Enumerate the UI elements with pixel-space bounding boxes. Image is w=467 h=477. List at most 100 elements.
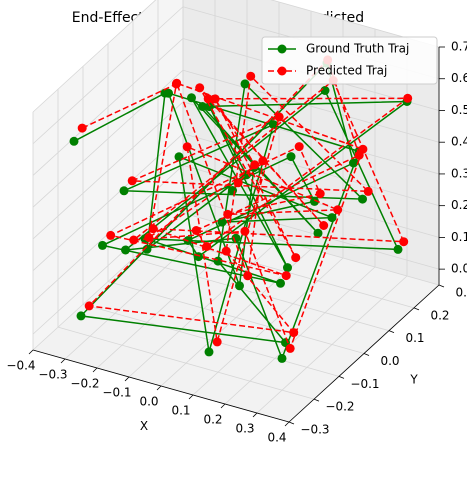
data-point: [217, 217, 227, 227]
y-tick-mark: [438, 284, 445, 288]
x-tick-label: −0.4: [6, 359, 35, 373]
data-point: [203, 94, 213, 104]
data-point: [187, 93, 196, 103]
data-point: [399, 237, 409, 247]
x-tick-mark: [124, 376, 130, 382]
z-tick-label: 0.7: [451, 40, 467, 54]
data-point: [358, 194, 367, 204]
data-series: [69, 55, 413, 363]
x-tick-label: −0.1: [102, 386, 131, 400]
x-tick-label: 0.1: [171, 404, 190, 418]
data-point: [198, 102, 207, 111]
data-point: [319, 221, 329, 230]
data-point: [333, 205, 343, 215]
x-tick-label: 0.0: [139, 395, 158, 409]
data-point: [119, 186, 129, 196]
x-tick-mark: [156, 385, 162, 391]
grid-line-y: [132, 258, 390, 332]
grid-line-y: [82, 303, 340, 377]
grid-line-y: [107, 281, 365, 354]
data-point: [235, 281, 244, 291]
axis-ticks: −0.4−0.3−0.2−0.10.00.10.20.30.4−0.3−0.2−…: [6, 40, 467, 445]
data-point: [191, 226, 201, 235]
legend-box: [261, 36, 438, 85]
grid-line-z: [182, 101, 440, 175]
data-point: [69, 136, 79, 146]
data-point: [174, 152, 184, 162]
legend-marker: [277, 66, 287, 76]
x-tick-mark: [60, 358, 66, 364]
z-tick-label: 0.5: [451, 103, 467, 117]
y-tick-label: −0.2: [325, 400, 354, 414]
data-point: [246, 71, 256, 81]
z-tick-label: 0.1: [451, 230, 467, 244]
y-tick-mark: [288, 421, 295, 425]
data-point: [231, 233, 241, 243]
y-tick-label: 0.3: [455, 286, 467, 300]
z-tick-label: 0.2: [451, 198, 467, 212]
series-line: [81, 58, 410, 351]
grid-line-z: [32, 38, 184, 176]
data-point: [212, 337, 222, 347]
data-point: [327, 213, 337, 223]
x-tick-label: 0.2: [203, 413, 222, 427]
series-ground-truth: [69, 58, 412, 363]
data-point: [144, 233, 154, 242]
y-tick-mark: [313, 398, 320, 402]
data-point: [281, 271, 291, 281]
z-tick-label: 0.3: [451, 166, 467, 180]
y-axis-label: Y: [409, 373, 418, 387]
y-tick-label: 0.0: [380, 354, 399, 368]
data-point: [77, 123, 87, 133]
data-point: [285, 343, 295, 353]
x-tick-mark: [284, 421, 290, 427]
data-point: [106, 230, 116, 240]
x-tick-label: 0.4: [267, 431, 286, 445]
legend: Ground Truth Traj Predicted Traj: [261, 36, 438, 85]
data-point: [294, 142, 304, 152]
data-point: [240, 226, 250, 236]
data-point: [243, 271, 253, 281]
legend-marker: [277, 44, 287, 54]
data-point: [276, 278, 285, 288]
data-point: [233, 178, 243, 188]
z-tick-label: 0.0: [451, 262, 467, 276]
z-tick-label: 0.4: [451, 135, 467, 149]
data-point: [283, 263, 292, 273]
data-point: [204, 347, 214, 357]
legend-label: Ground Truth Traj: [306, 42, 409, 56]
data-point: [403, 93, 413, 103]
y-tick-label: −0.1: [350, 377, 379, 391]
z-tick-label: 0.6: [451, 71, 467, 85]
y-tick-mark: [388, 330, 395, 334]
data-point: [310, 196, 319, 206]
grid-line-z: [32, 6, 184, 145]
data-point: [182, 142, 192, 152]
data-point: [291, 253, 301, 263]
series-predicted: [77, 55, 413, 353]
data-point: [142, 244, 152, 254]
data-point: [221, 246, 231, 256]
x-axis-label: X: [140, 419, 148, 433]
x-tick-mark: [92, 367, 98, 373]
data-point: [250, 160, 260, 170]
grid-line-z: [32, 0, 157, 113]
data-point: [127, 176, 137, 186]
data-point: [202, 242, 212, 251]
grid-line-y: [182, 212, 440, 286]
y-tick-mark: [338, 375, 345, 379]
data-point: [289, 328, 299, 338]
data-point: [258, 156, 268, 166]
grid-line-z: [270, 0, 440, 48]
y-tick-mark: [413, 307, 420, 311]
x-tick-mark: [220, 403, 226, 409]
data-point: [210, 94, 220, 104]
y-tick-mark: [363, 353, 370, 356]
legend-label: Predicted Traj: [306, 64, 387, 78]
data-point: [148, 224, 158, 234]
data-point: [313, 228, 323, 238]
series-line: [73, 61, 410, 361]
x-tick-label: 0.3: [235, 422, 254, 436]
grid-line-y: [57, 326, 315, 400]
data-point: [354, 150, 364, 160]
